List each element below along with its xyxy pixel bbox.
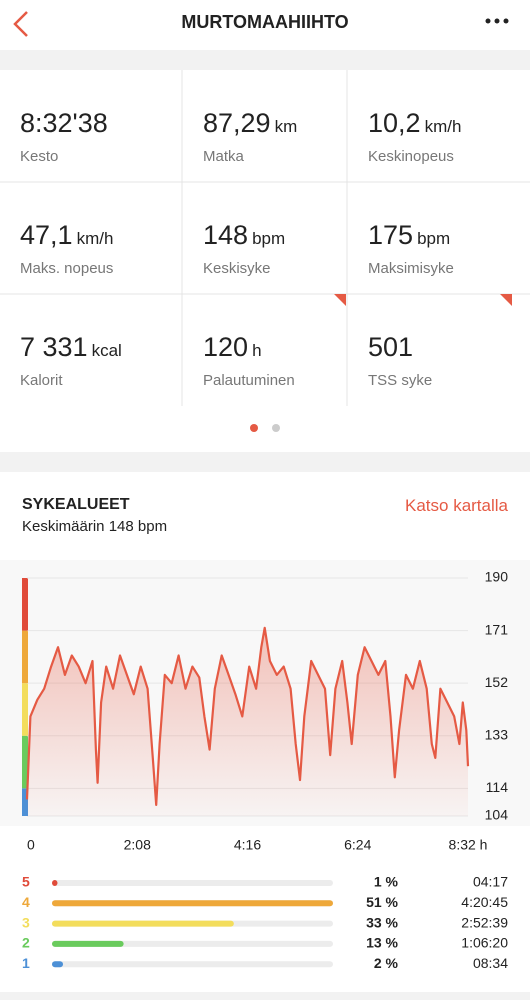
stat-unit: bpm xyxy=(417,229,451,248)
stat-number: 47,1 xyxy=(20,220,73,250)
stat-number: 87,29 xyxy=(203,108,271,138)
stat-number: 120 xyxy=(203,332,249,362)
zone-number: 2 xyxy=(22,935,30,951)
zone-time: 08:34 xyxy=(473,955,508,971)
stat-unit: km xyxy=(274,117,298,136)
zone-number: 5 xyxy=(22,874,30,890)
stat-label: Keskinopeus xyxy=(368,148,454,165)
zone-bar xyxy=(52,940,124,947)
stat-value: 120 h xyxy=(203,332,262,363)
back-button[interactable] xyxy=(10,10,34,38)
zone-percent: 13 % xyxy=(366,935,398,951)
stat-value: 10,2 km/h xyxy=(368,108,461,139)
zone-percent: 33 % xyxy=(366,914,398,930)
x-tick-label: 8:32 h xyxy=(449,837,488,853)
zone-strip xyxy=(22,788,28,816)
zone-track xyxy=(52,961,333,968)
y-tick-label: 133 xyxy=(485,726,509,742)
x-tick-label: 2:08 xyxy=(124,837,151,853)
stat-number: 148 xyxy=(203,220,249,250)
stat-unit: km/h xyxy=(76,229,114,248)
stat-label: Maksimisyke xyxy=(368,260,454,277)
stat-value: 148 bpm xyxy=(203,220,285,251)
heart-rate-chart: 104 114 133 152 171 190 0 2:08 4:16 6:24 8:32 h xyxy=(0,560,530,853)
zone-strip xyxy=(22,735,28,789)
stat-cell: 10,2 km/h Keskinopeus xyxy=(348,70,513,182)
stats-grid: 8:32'38 Kesto 87,29 km Matka 10,2 km/h Keskinop… xyxy=(0,70,530,410)
separator xyxy=(0,50,530,70)
zone-percent: 51 % xyxy=(366,894,398,910)
zone-bar xyxy=(52,961,64,968)
zone-time: 2:52:39 xyxy=(461,914,508,930)
zone-strip xyxy=(22,630,28,684)
stat-cell: 148 bpm Keskisyke xyxy=(183,182,348,294)
zone-time: 04:17 xyxy=(473,874,508,890)
zone-strip xyxy=(22,578,28,631)
stat-value: 47,1 km/h xyxy=(20,220,113,251)
section-title: SYKEALUEET xyxy=(22,496,130,513)
pagination xyxy=(250,424,280,432)
section-subtitle: Keskimäärin 148 bpm xyxy=(22,518,168,535)
stat-cell: 120 h Palautuminen xyxy=(183,294,348,406)
stat-cell: 8:32'38 Kesto xyxy=(0,70,165,182)
x-tick-label: 4:16 xyxy=(234,837,261,853)
stat-cell: 175 bpm Maksimisyke xyxy=(348,182,513,294)
grid-lines xyxy=(0,70,530,406)
stat-cell: 501 TSS syke xyxy=(348,294,513,406)
stat-number: 8:32'38 xyxy=(20,108,108,138)
stat-number: 175 xyxy=(368,220,414,250)
zone-bar xyxy=(52,880,58,886)
stat-number: 501 xyxy=(368,332,414,362)
zone-number: 3 xyxy=(22,914,30,930)
stat-label: Kesto xyxy=(20,148,59,165)
y-tick-label: 104 xyxy=(485,807,509,823)
stat-label: Matka xyxy=(203,148,244,165)
zone-track xyxy=(52,880,333,886)
stat-unit: kcal xyxy=(91,341,122,360)
stat-cell: 7 331 kcal Kalorit xyxy=(0,294,165,406)
zone-percent: 2 % xyxy=(374,955,399,971)
zone-percent: 1 % xyxy=(374,874,399,890)
y-tick-label: 152 xyxy=(485,674,509,690)
area xyxy=(27,627,468,816)
x-tick-label: 6:24 xyxy=(344,837,371,853)
stat-unit: bpm xyxy=(252,229,286,248)
x-tick-label: 0 xyxy=(27,837,35,853)
stat-value: 175 bpm xyxy=(368,220,450,251)
zone-time: 4:20:45 xyxy=(461,894,508,910)
stat-value: 87,29 km xyxy=(203,108,297,139)
y-tick-label: 171 xyxy=(485,621,509,637)
separator xyxy=(0,452,530,472)
zone-time: 1:06:20 xyxy=(461,935,508,951)
page-title: MURTOMAAHIIHTO xyxy=(181,12,349,32)
zone-strip xyxy=(22,683,28,736)
stat-label: Palautuminen xyxy=(203,372,295,389)
y-tick-label: 190 xyxy=(485,569,509,585)
stat-label: TSS syke xyxy=(368,372,433,389)
separator xyxy=(0,992,530,1000)
zone-bar xyxy=(52,920,234,927)
stat-number: 10,2 xyxy=(368,108,421,138)
y-tick-label: 114 xyxy=(486,779,509,795)
more-button[interactable] xyxy=(484,14,510,28)
stat-unit: km/h xyxy=(424,117,462,136)
stat-value: 8:32'38 xyxy=(20,108,108,139)
line xyxy=(25,626,470,806)
stat-label: Kalorit xyxy=(20,372,63,389)
stat-cell: 47,1 km/h Maks. nopeus xyxy=(0,182,165,294)
stat-value: 7 331 kcal xyxy=(20,332,122,363)
stat-number: 7 331 xyxy=(20,332,88,362)
stat-value: 501 xyxy=(368,332,413,363)
stat-unit: h xyxy=(252,341,262,360)
zone-bar xyxy=(52,900,333,907)
stat-cell: 87,29 km Matka xyxy=(183,70,348,182)
map-link[interactable]: Katso kartalla xyxy=(405,496,508,515)
stat-label: Maks. nopeus xyxy=(20,260,114,277)
stat-label: Keskisyke xyxy=(203,260,271,277)
zone-number: 1 xyxy=(22,955,30,971)
zone-number: 4 xyxy=(22,894,30,910)
